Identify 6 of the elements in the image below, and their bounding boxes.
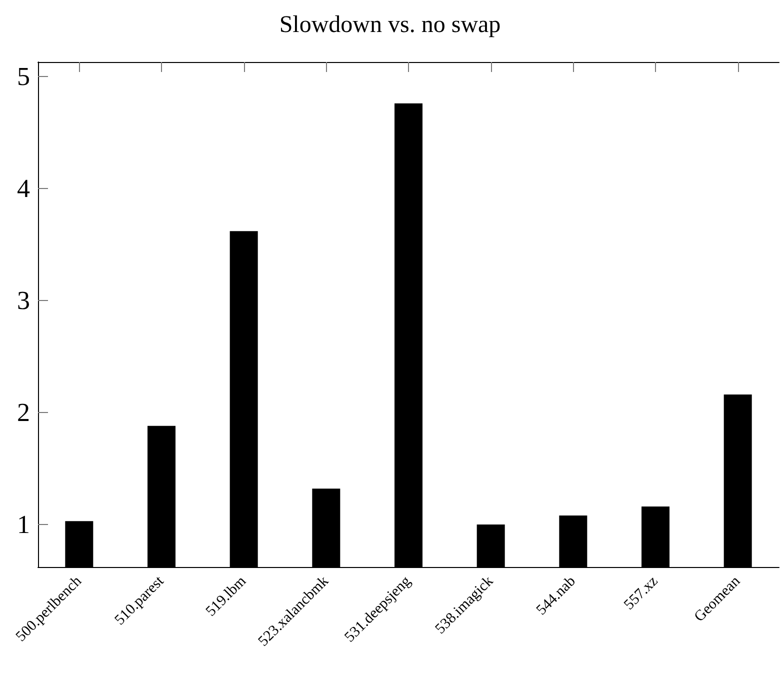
chart-title: Slowdown vs. no swap <box>279 12 501 38</box>
y-tick-label: 5 <box>17 62 30 92</box>
y-tick-label: 3 <box>17 286 30 316</box>
y-tick-label: 4 <box>17 174 30 204</box>
y-tick-label: 2 <box>17 398 30 427</box>
y-tick-label: 1 <box>17 510 30 539</box>
